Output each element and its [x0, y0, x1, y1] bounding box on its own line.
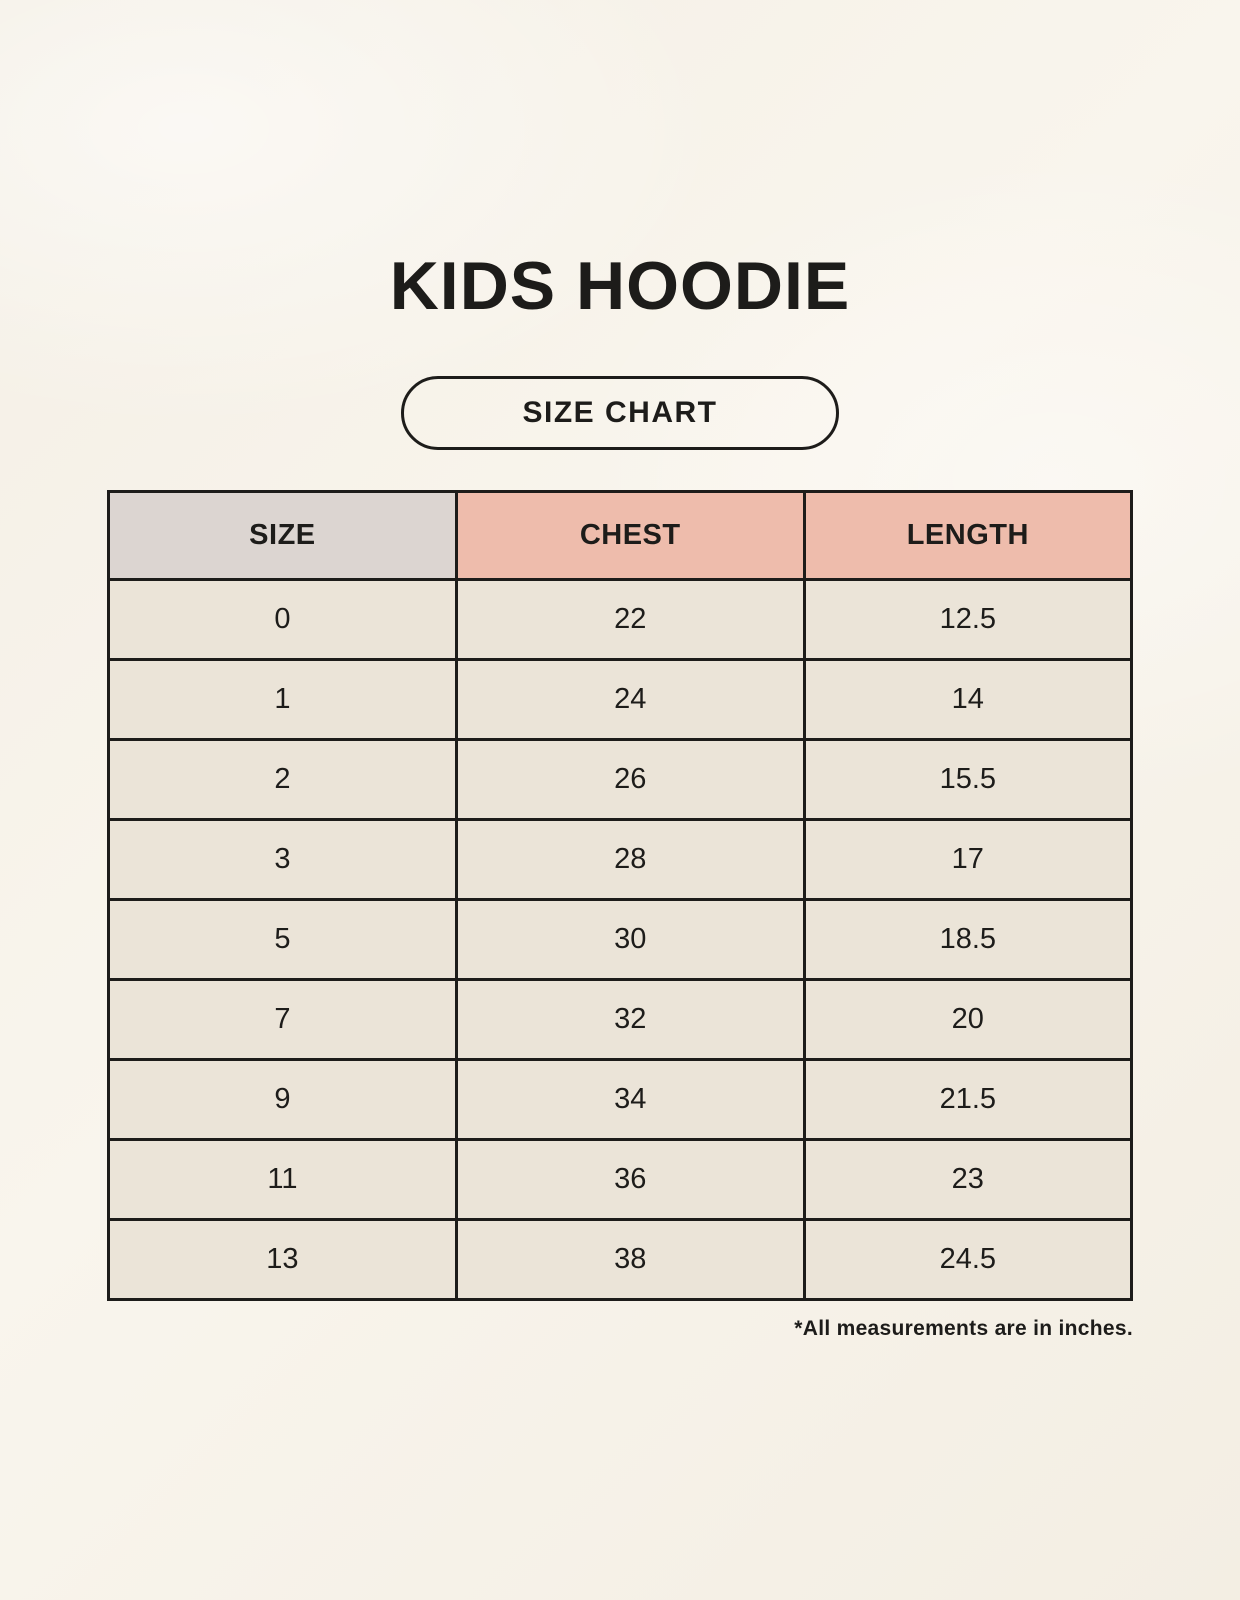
- table-row: 7 32 20: [107, 978, 1134, 1061]
- size-cell: 11: [107, 1138, 458, 1221]
- length-cell: 12.5: [802, 578, 1134, 661]
- table-row: 1 24 14: [107, 658, 1134, 741]
- length-cell: 14: [802, 658, 1134, 741]
- size-chart-badge-label: SIZE CHART: [522, 396, 718, 429]
- size-cell: 7: [107, 978, 458, 1061]
- page-title: KIDS HOODIE: [389, 248, 851, 324]
- chest-cell: 34: [454, 1058, 806, 1141]
- size-cell: 3: [107, 818, 458, 901]
- size-cell: 5: [107, 898, 458, 981]
- size-chart-badge: SIZE CHART: [401, 376, 839, 450]
- size-cell: 2: [107, 738, 458, 821]
- table-header-row: SIZE CHEST LENGTH: [107, 490, 1134, 581]
- length-cell: 17: [802, 818, 1134, 901]
- table-row: 13 38 24.5: [107, 1218, 1134, 1301]
- measurements-footnote: *All measurements are in inches.: [794, 1317, 1133, 1340]
- chest-cell: 36: [454, 1138, 806, 1221]
- chest-cell: 22: [454, 578, 806, 661]
- chest-cell: 28: [454, 818, 806, 901]
- size-cell: 9: [107, 1058, 458, 1141]
- column-header-length: LENGTH: [802, 490, 1134, 581]
- column-header-size: SIZE: [107, 490, 458, 581]
- size-chart-page: KIDS HOODIE SIZE CHART SIZE CHEST LENGTH…: [107, 248, 1134, 1340]
- length-cell: 24.5: [802, 1218, 1134, 1301]
- table-row: 2 26 15.5: [107, 738, 1134, 821]
- table-row: 11 36 23: [107, 1138, 1134, 1221]
- chest-cell: 24: [454, 658, 806, 741]
- chest-cell: 26: [454, 738, 806, 821]
- table-row: 5 30 18.5: [107, 898, 1134, 981]
- length-cell: 20: [802, 978, 1134, 1061]
- chest-cell: 38: [454, 1218, 806, 1301]
- chest-cell: 32: [454, 978, 806, 1061]
- size-cell: 13: [107, 1218, 458, 1301]
- length-cell: 21.5: [802, 1058, 1134, 1141]
- length-cell: 15.5: [802, 738, 1134, 821]
- length-cell: 18.5: [802, 898, 1134, 981]
- size-cell: 0: [107, 578, 458, 661]
- column-header-chest: CHEST: [454, 490, 806, 581]
- table-row: 3 28 17: [107, 818, 1134, 901]
- chest-cell: 30: [454, 898, 806, 981]
- table-row: 9 34 21.5: [107, 1058, 1134, 1141]
- table-row: 0 22 12.5: [107, 578, 1134, 661]
- size-cell: 1: [107, 658, 458, 741]
- length-cell: 23: [802, 1138, 1134, 1221]
- size-chart-table: SIZE CHEST LENGTH 0 22 12.5 1 24 14 2 26…: [107, 490, 1134, 1301]
